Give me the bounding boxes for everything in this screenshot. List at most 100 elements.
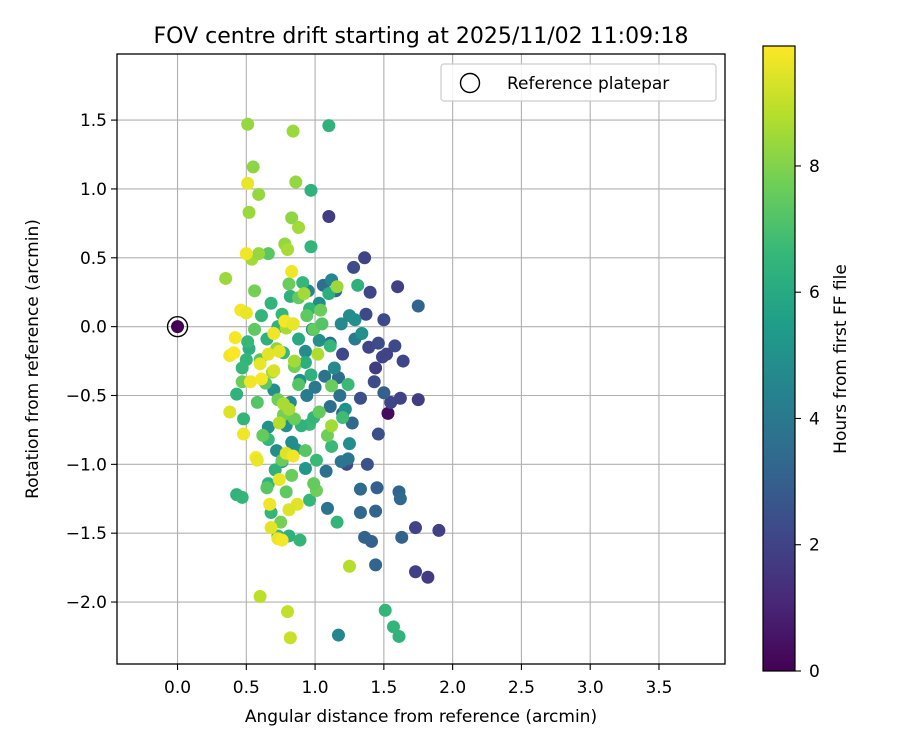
data-point xyxy=(282,277,296,291)
colorbar-tick-label: 2 xyxy=(809,536,820,556)
data-point xyxy=(248,284,262,298)
data-point xyxy=(341,377,355,391)
data-point xyxy=(355,327,369,341)
data-point xyxy=(250,395,264,409)
data-point xyxy=(253,590,267,604)
data-point xyxy=(327,361,341,375)
data-point xyxy=(378,603,392,617)
data-point xyxy=(279,485,293,499)
data-point xyxy=(309,453,323,467)
colorbar-tick-label: 6 xyxy=(809,283,820,303)
data-point xyxy=(331,628,345,642)
x-tick-label: 3.0 xyxy=(577,678,604,698)
data-point xyxy=(370,481,384,495)
data-point xyxy=(298,461,312,475)
colorbar-fill xyxy=(763,46,795,671)
data-point xyxy=(263,497,277,511)
data-point xyxy=(303,493,317,507)
data-point xyxy=(345,416,359,430)
data-point xyxy=(353,482,367,496)
data-point xyxy=(325,439,339,453)
data-point xyxy=(333,388,347,402)
y-tick-label: −2.0 xyxy=(66,593,107,613)
data-point xyxy=(300,309,314,323)
data-point xyxy=(282,402,296,416)
data-point xyxy=(253,357,267,371)
data-point xyxy=(334,317,348,331)
data-point xyxy=(281,243,295,257)
data-point xyxy=(285,435,299,449)
data-point xyxy=(318,369,332,383)
data-point xyxy=(304,240,318,254)
colorbar-frame xyxy=(762,45,796,672)
legend-marker-icon xyxy=(459,72,481,94)
y-tick-label: −0.5 xyxy=(66,386,107,406)
x-tick-label: 2.5 xyxy=(508,678,535,698)
data-point xyxy=(353,506,367,520)
data-point xyxy=(267,327,281,341)
data-point xyxy=(325,379,339,393)
y-tick-label: 1.0 xyxy=(80,180,107,200)
reference-point xyxy=(171,320,185,334)
data-point xyxy=(285,468,299,482)
data-point xyxy=(380,347,394,361)
data-point xyxy=(227,346,241,360)
data-point xyxy=(342,559,356,573)
data-point xyxy=(250,453,264,467)
data-point xyxy=(298,444,312,458)
data-point xyxy=(254,309,268,323)
data-point xyxy=(396,354,410,368)
data-point xyxy=(256,428,270,442)
data-point xyxy=(275,533,289,547)
data-point xyxy=(315,317,329,331)
data-point xyxy=(237,412,251,426)
data-point xyxy=(237,427,251,441)
x-tick-label: 2.0 xyxy=(439,678,466,698)
x-tick-label: 0.0 xyxy=(164,678,191,698)
y-tick-label: 0.5 xyxy=(80,249,107,269)
data-point xyxy=(432,523,446,537)
data-point xyxy=(347,260,361,274)
x-axis-ticks: 0.0 0.5 1.0 1.5 2.0 2.5 3.0 3.5 xyxy=(164,664,672,698)
data-point xyxy=(377,386,391,400)
data-point xyxy=(320,501,334,515)
y-axis-label: Rotation from reference (arcmin) xyxy=(23,219,43,499)
data-point xyxy=(297,287,311,301)
data-point xyxy=(386,620,400,634)
data-point xyxy=(388,339,402,353)
data-point xyxy=(223,405,237,419)
data-point xyxy=(377,313,391,327)
data-point xyxy=(219,271,233,285)
data-point xyxy=(243,375,257,389)
x-axis-label: Angular distance from reference (arcmin) xyxy=(245,707,597,727)
legend-label: Reference platepar xyxy=(507,74,669,94)
data-point xyxy=(360,457,374,471)
data-point xyxy=(336,347,350,361)
data-point xyxy=(342,437,356,451)
data-point xyxy=(348,313,362,327)
data-point xyxy=(304,368,318,382)
data-point xyxy=(358,251,372,265)
data-point xyxy=(282,503,296,517)
chart-title: FOV centre drift starting at 2025/11/02 … xyxy=(154,24,689,49)
data-point xyxy=(230,387,244,401)
data-point xyxy=(323,400,337,414)
data-point xyxy=(311,347,325,361)
data-point xyxy=(248,322,262,336)
data-point xyxy=(261,347,275,361)
data-point xyxy=(286,317,300,331)
data-point xyxy=(330,280,344,294)
data-point xyxy=(274,515,288,529)
data-point xyxy=(272,416,286,430)
data-point xyxy=(304,183,318,197)
data-point xyxy=(359,307,373,321)
data-point xyxy=(395,530,409,544)
data-point xyxy=(242,205,256,219)
reference-marker-ring xyxy=(166,315,189,338)
data-point xyxy=(371,427,385,441)
data-point xyxy=(287,354,301,368)
data-point xyxy=(272,472,286,486)
data-point xyxy=(241,117,255,131)
data-point xyxy=(285,265,299,279)
data-point xyxy=(358,530,372,544)
